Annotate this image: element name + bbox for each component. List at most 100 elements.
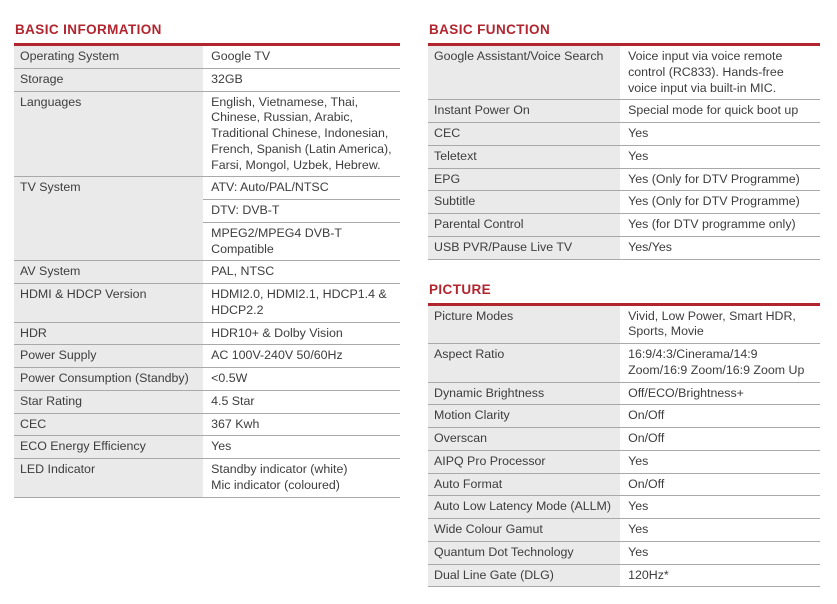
row-label: Motion Clarity (428, 405, 621, 427)
table-row: HDR HDR10+ & Dolby Vision (14, 322, 400, 346)
row-value: English, Vietnamese, Thai, Chinese, Russ… (203, 92, 400, 177)
row-value-cell: PAL, NTSC (211, 264, 275, 279)
row-value-cell: Special mode for quick boot up (628, 103, 799, 118)
row-label: AIPQ Pro Processor (428, 450, 621, 473)
row-value-cell: Voice input via voice remote control (RC… (628, 49, 784, 95)
row-value-cell: 120Hz* (628, 567, 669, 582)
row-value-cell: Yes (628, 544, 649, 559)
row-label: HDR (14, 322, 204, 345)
row-value: HDR10+ & Dolby Vision (203, 323, 400, 345)
row-value-cell: HDMI2.0, HDMI2.1, HDCP1.4 & HDCP2.2 (211, 287, 387, 317)
row-value: Standby indicator (white) Mic indicator … (203, 459, 400, 497)
table-row: EPG Yes (Only for DTV Programme) (428, 168, 820, 192)
table-row: HDMI & HDCP Version HDMI2.0, HDMI2.1, HD… (14, 284, 400, 323)
row-label: Instant Power On (428, 100, 621, 122)
row-value-cell: DTV: DVB-T (203, 199, 400, 222)
table-row: TV System ATV: Auto/PAL/NTSC DTV: DVB-T MP… (14, 177, 400, 262)
row-value-cell: Yes (Only for DTV Programme) (628, 194, 800, 209)
row-label: Dynamic Brightness (428, 382, 621, 405)
table-row: Motion Clarity On/Off (428, 405, 820, 428)
row-value-cell: 4.5 Star (211, 393, 255, 408)
section-title: BASIC INFORMATION (14, 22, 400, 46)
row-label: EPG (428, 168, 621, 191)
table-row: CEC Yes (428, 123, 820, 146)
table-row: USB PVR/Pause Live TV Yes/Yes (428, 236, 820, 260)
row-value: On/Off (620, 428, 820, 450)
table-row: LED Indicator Standby indicator (white) … (14, 459, 400, 498)
section-basic-information: BASIC INFORMATION Operating System Googl… (14, 22, 400, 498)
row-label: CEC (14, 413, 204, 436)
row-value: Vivid, Low Power, Smart HDR, Sports, Mov… (620, 306, 820, 344)
table-row: Storage 32GB (14, 68, 400, 92)
row-value-cell: Vivid, Low Power, Smart HDR, Sports, Mov… (628, 308, 796, 339)
row-label: LED Indicator (14, 459, 204, 497)
row-value: Yes (620, 451, 820, 473)
row-value-cell: ATV: Auto/PAL/NTSC (211, 180, 329, 195)
row-value: 367 Kwh (203, 414, 400, 436)
section-title: PICTURE (428, 282, 820, 306)
row-label: TV System (14, 177, 204, 261)
row-value: Yes/Yes (620, 237, 820, 259)
row-value: <0.5W (203, 368, 400, 390)
row-value: Yes (620, 519, 820, 541)
row-value-cell: Yes (628, 499, 649, 514)
row-value-cell: Google TV (211, 49, 271, 63)
table-row: Aspect Ratio 16:9/4:3/Cinerama/14:9 Zoom… (428, 344, 820, 383)
row-label: Auto Low Latency Mode (ALLM) (428, 496, 621, 518)
row-value-cell: Yes (211, 439, 232, 454)
row-value: 4.5 Star (203, 391, 400, 413)
table-row: Subtitle Yes (Only for DTV Programme) (428, 191, 820, 214)
row-value-cell: Yes (628, 453, 649, 468)
left-column: BASIC INFORMATION Operating System Googl… (14, 22, 400, 587)
table-row: Dynamic Brightness Off/ECO/Brightness+ (428, 382, 820, 406)
row-value: Off/ECO/Brightness+ (620, 383, 820, 405)
row-value: Yes (620, 496, 820, 518)
row-value: Yes (620, 542, 820, 564)
row-label: AV System (14, 261, 204, 283)
row-value: Yes (Only for DTV Programme) (620, 169, 820, 191)
row-label: Subtitle (428, 191, 621, 213)
table-row: Wide Colour Gamut Yes (428, 519, 820, 542)
row-value-cell: 32GB (211, 71, 243, 86)
row-value: Yes (for DTV programme only) (620, 214, 820, 236)
row-value-cell: HDR10+ & Dolby Vision (211, 325, 343, 340)
row-value: On/Off (620, 474, 820, 496)
table-row: Power Supply AC 100V-240V 50/60Hz (14, 345, 400, 368)
row-value-cell: AC 100V-240V 50/60Hz (211, 348, 343, 363)
row-label: CEC (428, 123, 621, 145)
row-value: Yes (620, 123, 820, 145)
row-value-cell: 367 Kwh (211, 416, 260, 431)
right-column: BASIC FUNCTION Google Assistant/Voice Se… (428, 22, 820, 588)
row-value: Yes (620, 146, 820, 168)
row-value: On/Off (620, 405, 820, 427)
row-value: AC 100V-240V 50/60Hz (203, 345, 400, 367)
row-value-cell: MPEG2/MPEG4 DVB-T Compatible (203, 221, 400, 261)
row-value: Special mode for quick boot up (620, 100, 820, 122)
table-row: Operating System Google TV (14, 46, 400, 69)
row-label: Overscan (428, 428, 621, 450)
table-row: Auto Format On/Off (428, 473, 820, 497)
table-row: Parental Control Yes (for DTV programme … (428, 214, 820, 237)
table-row: Instant Power On Special mode for quick … (428, 100, 820, 123)
spec-table-basic-information: Operating System Google TV Storage 32GB … (14, 46, 400, 498)
table-row: Picture Modes Vivid, Low Power, Smart HD… (428, 305, 820, 344)
row-label: Power Supply (14, 345, 204, 367)
table-row: Quantum Dot Technology Yes (428, 541, 820, 565)
row-label: Power Consumption (Standby) (14, 368, 204, 390)
table-row: CEC 367 Kwh (14, 413, 400, 437)
section-basic-function: BASIC FUNCTION Google Assistant/Voice Se… (428, 22, 820, 260)
spec-table-basic-function: Google Assistant/Voice Search Voice inpu… (428, 46, 820, 260)
spec-table-picture: Picture Modes Vivid, Low Power, Smart HD… (428, 305, 820, 588)
row-value: 32GB (203, 69, 400, 91)
row-value: HDMI2.0, HDMI2.1, HDCP1.4 & HDCP2.2 (203, 284, 400, 322)
row-label: USB PVR/Pause Live TV (428, 236, 621, 259)
table-row: Google Assistant/Voice Search Voice inpu… (428, 46, 820, 101)
row-value: Voice input via voice remote control (RC… (620, 46, 820, 99)
row-value: Yes (203, 436, 400, 458)
row-label: Picture Modes (428, 305, 621, 343)
row-value-cell: Yes (628, 148, 649, 163)
row-label: Teletext (428, 145, 621, 168)
row-label: Storage (14, 68, 204, 91)
row-value: Google TV (203, 46, 400, 68)
row-value: Yes (Only for DTV Programme) (620, 191, 820, 213)
